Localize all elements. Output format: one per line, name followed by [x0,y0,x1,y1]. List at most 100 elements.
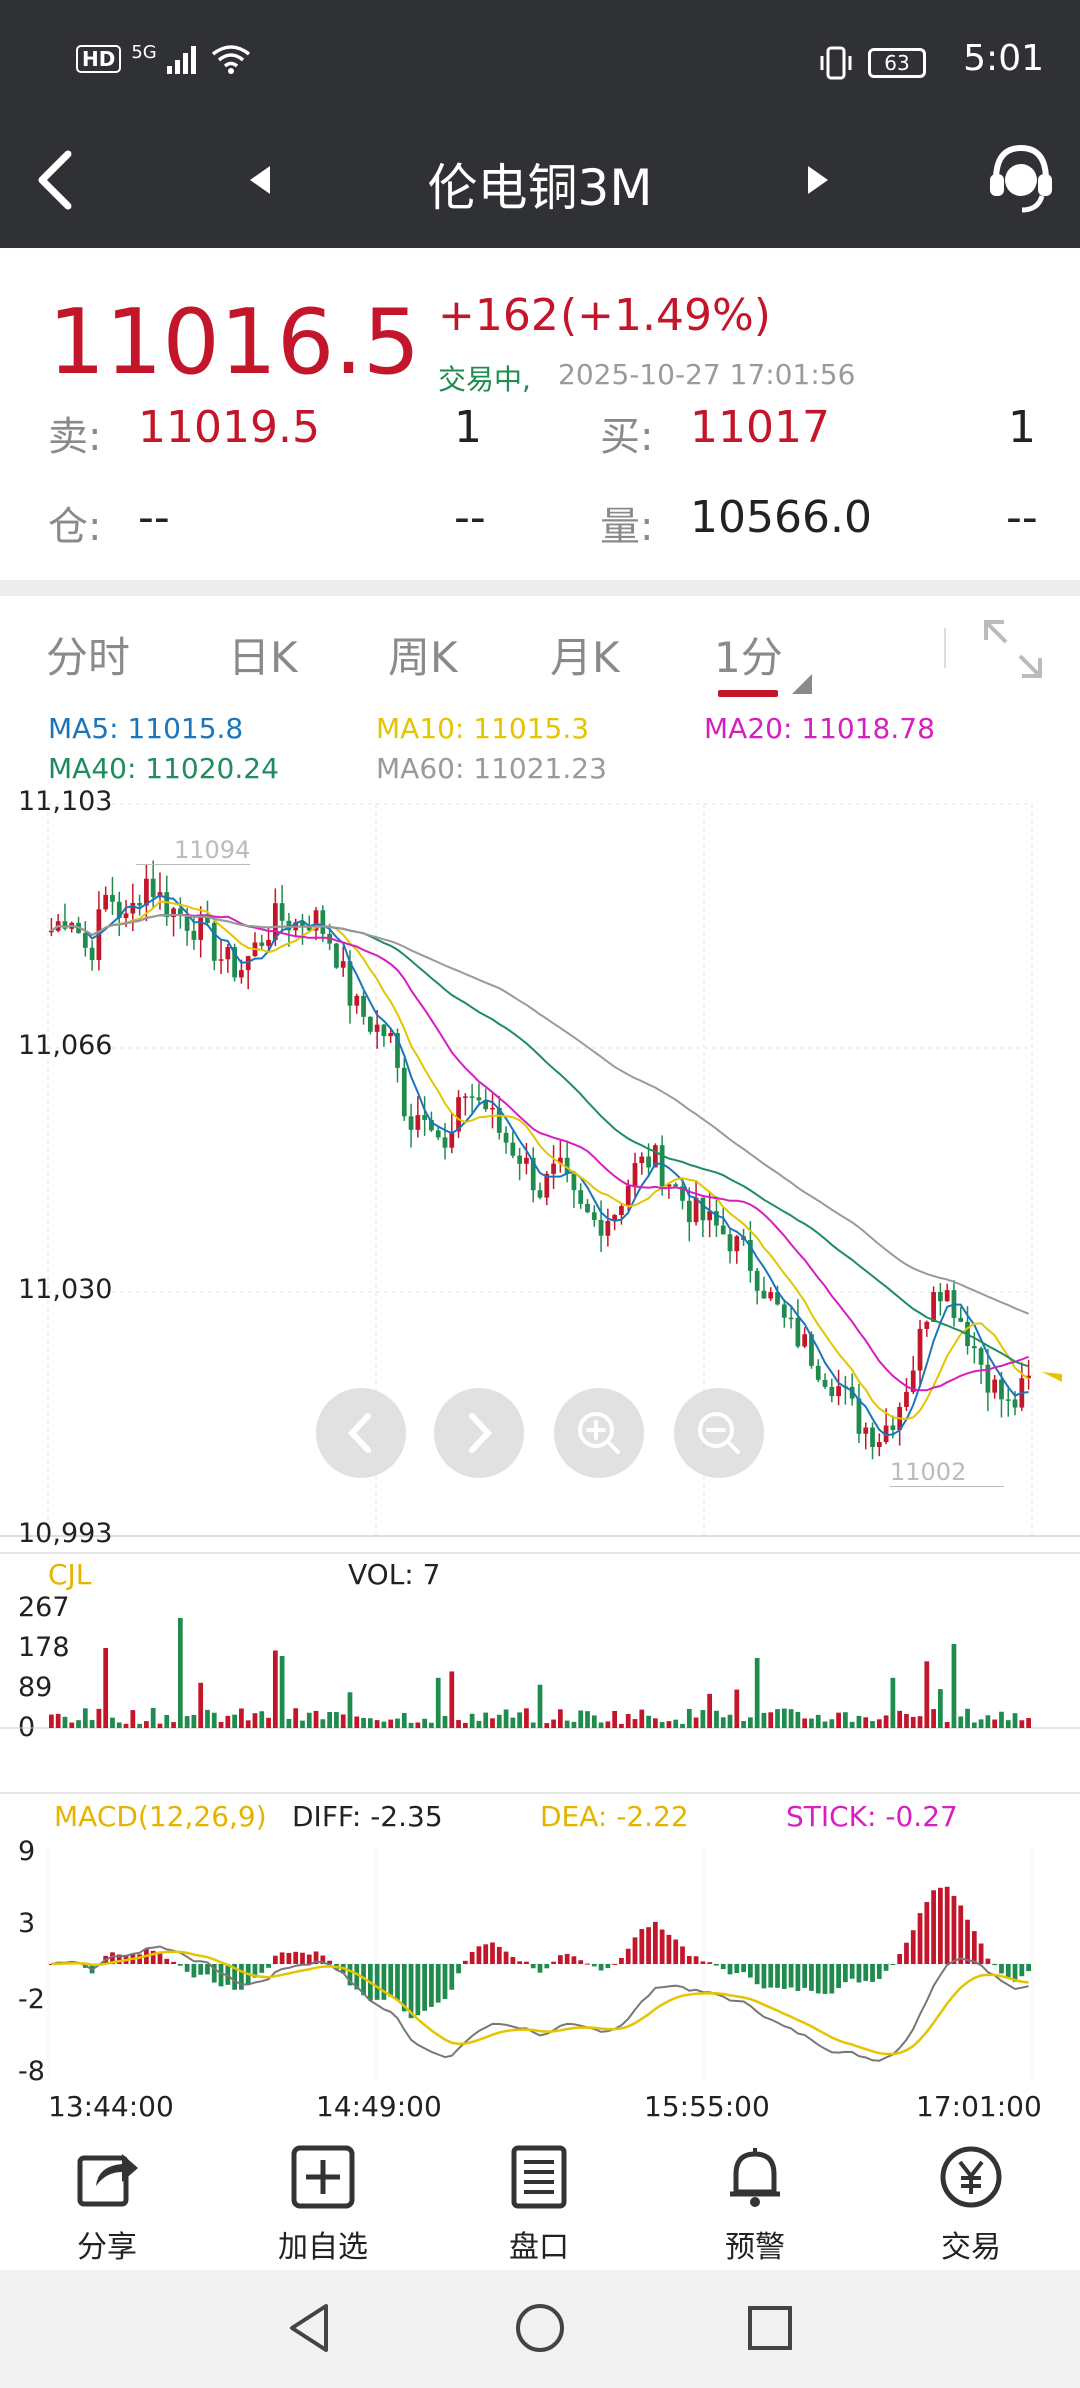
nav-recents-icon[interactable] [742,2300,798,2356]
macd-stick [110,1952,115,1964]
volume-bar [191,1714,197,1728]
contract-title: 伦电铜3M [427,159,653,217]
macd-stick [958,1905,964,1964]
volume-bar [103,1648,109,1728]
macd-stick [720,1964,726,1970]
macd-stick [279,1952,285,1964]
back-arrow-icon[interactable] [28,144,78,216]
volume-label: 量: [600,504,654,550]
customer-service-icon[interactable] [986,140,1056,220]
vol-tick-3: 89 [18,1672,53,1703]
tab-1min[interactable]: 1分 [714,633,783,682]
volume-bar [666,1721,672,1728]
volume-bar [639,1709,645,1728]
volume-bar [944,1722,950,1728]
volume-bar [96,1708,102,1728]
macd-stick [530,1964,536,1969]
fullscreen-icon[interactable] [980,616,1046,682]
tab-daily-k[interactable]: 日K [228,633,298,682]
nav-home-icon[interactable] [512,2300,568,2356]
last-price: 11016.5 [48,290,421,395]
macd-stick [1005,1964,1011,1979]
next-contract-icon[interactable] [804,160,834,200]
macd-stick [605,1964,611,1969]
volume-bar [177,1618,183,1728]
candle-body [876,1442,882,1448]
order-book-button[interactable]: 盘口 [464,2144,614,2266]
macd-stick: STICK: -0.27 [786,1800,958,1833]
volume-current: VOL: 7 [348,1558,441,1591]
volume-bar [476,1720,482,1728]
buy-price: 11017 [690,402,830,453]
trade-button[interactable]: 交易 [896,2144,1046,2266]
ma60-line [50,914,1029,1315]
scroll-left-button[interactable] [316,1388,406,1478]
tab-weekly-k[interactable]: 周K [388,633,458,682]
macd-stick [205,1964,210,1975]
volume-bar [1005,1720,1011,1728]
volume-bar [524,1708,529,1728]
tab-intraday[interactable]: 分时 [46,633,131,682]
candle-body [313,910,319,931]
candle-body [225,947,231,960]
price-chart[interactable] [0,790,1080,1550]
period-dropdown-icon[interactable] [790,674,814,696]
macd-stick [951,1895,957,1964]
candle-body [720,1225,726,1235]
candle-body [598,1219,604,1236]
candle-body [62,921,68,929]
add-watchlist-button[interactable]: 加自选 [248,2144,398,2266]
volume-bar [401,1713,407,1728]
candle-body [788,1317,794,1320]
share-button[interactable]: 分享 [32,2144,182,2266]
order-book-label: 盘口 [509,2230,569,2265]
volume-bar [150,1708,156,1728]
candle-body [150,878,156,898]
candle-body [442,1137,448,1148]
candle-body [537,1190,543,1198]
volume-bar [870,1721,875,1728]
macd-dea: DEA: -2.22 [540,1800,689,1833]
candle-body [177,908,183,916]
macd-stick [944,1886,950,1964]
macd-dea-line [51,1950,1029,2056]
volume-bar [429,1722,434,1728]
tab-monthly-k[interactable]: 月K [550,633,620,682]
macd-stick [680,1946,685,1964]
scroll-right-button[interactable] [434,1388,524,1478]
candle-body [347,961,353,1006]
volume-bar [89,1720,95,1728]
macd-stick [571,1956,577,1964]
candle-body [279,903,285,921]
volume-bar [849,1721,855,1728]
candle-body [591,1212,597,1220]
zoom-in-button[interactable] [554,1388,644,1478]
volume-bar [490,1718,495,1728]
alert-button[interactable]: 预警 [680,2144,830,2266]
candle-body [103,894,109,910]
volume-bar [958,1716,964,1728]
candles [49,860,1031,1460]
candle-body [239,970,244,978]
volume-bar [340,1714,346,1728]
macd-stick [714,1964,719,1966]
macd-stick [768,1964,774,1988]
macd-stick [286,1952,292,1964]
volume-bar [306,1712,312,1728]
volume-bar [931,1709,936,1728]
candle-body [686,1200,692,1223]
macd-stick [476,1946,482,1964]
zoom-out-button[interactable] [674,1388,764,1478]
panel-divider-2 [0,1792,1080,1794]
period-tabs: 分时 日K 周K 月K 1分 [0,598,1080,698]
candle-body [700,1197,706,1221]
candle-body [822,1379,828,1387]
volume-bar [815,1714,821,1728]
macd-stick [870,1964,875,1982]
nav-back-icon[interactable] [282,2300,338,2356]
candle-body [517,1155,523,1164]
volume-bar [775,1709,780,1728]
macd-stick [639,1929,645,1964]
prev-contract-icon[interactable] [244,160,274,200]
macd-stick [632,1937,638,1964]
